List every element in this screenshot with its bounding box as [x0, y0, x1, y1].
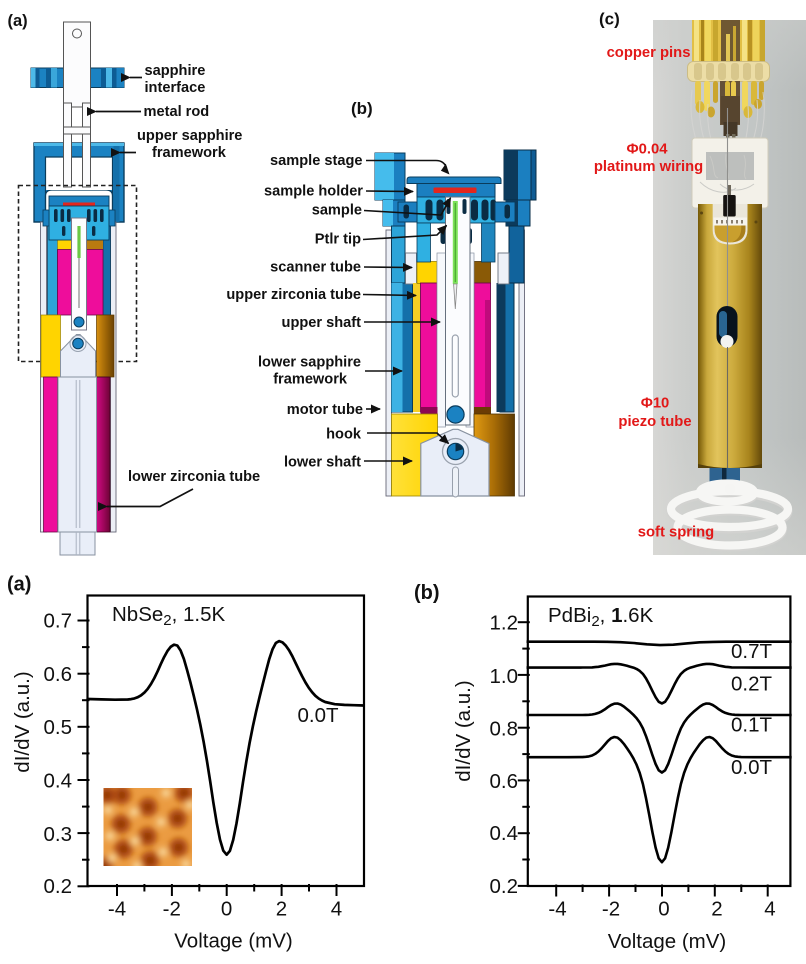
svg-text:platinum wiring: platinum wiring	[594, 159, 703, 175]
svg-text:motor tube: motor tube	[287, 402, 363, 418]
svg-text:framework: framework	[152, 145, 227, 161]
svg-text:0.2T: 0.2T	[731, 673, 772, 696]
svg-text:0: 0	[221, 898, 232, 921]
svg-text:0.4: 0.4	[490, 822, 519, 845]
svg-text:0.2: 0.2	[44, 875, 73, 898]
svg-text:4: 4	[764, 898, 775, 921]
svg-text:soft spring: soft spring	[638, 525, 714, 541]
svg-text:sample: sample	[312, 203, 362, 219]
svg-text:0.3: 0.3	[44, 823, 73, 846]
svg-text:upper sapphire: upper sapphire	[137, 128, 242, 144]
svg-text:-4: -4	[108, 898, 126, 921]
svg-text:NbSe2, 1.5K: NbSe2, 1.5K	[112, 603, 226, 629]
svg-text:2: 2	[276, 898, 287, 921]
svg-text:scanner tube: scanner tube	[270, 260, 361, 276]
svg-text:0.0T: 0.0T	[731, 756, 772, 779]
svg-text:Voltage (mV): Voltage (mV)	[174, 930, 293, 953]
svg-text:framework: framework	[273, 372, 348, 388]
svg-text:interface: interface	[145, 80, 206, 96]
svg-text:Φ10: Φ10	[641, 396, 670, 412]
svg-text:0.6: 0.6	[44, 663, 73, 686]
svg-text:lower shaft: lower shaft	[284, 455, 361, 471]
svg-text:(b): (b)	[414, 582, 440, 604]
svg-text:Φ0.04: Φ0.04	[627, 142, 669, 158]
svg-text:copper pins: copper pins	[607, 45, 691, 61]
svg-text:4: 4	[331, 898, 342, 921]
svg-text:upper shaft: upper shaft	[282, 315, 362, 331]
svg-text:(a): (a)	[7, 574, 31, 596]
svg-text:2: 2	[711, 898, 722, 921]
svg-text:-2: -2	[163, 898, 181, 921]
svg-text:0.7T: 0.7T	[731, 640, 772, 663]
svg-text:lower zirconia tube: lower zirconia tube	[128, 469, 260, 485]
svg-text:sample stage: sample stage	[270, 153, 362, 169]
svg-text:dI/dV (a.u.): dI/dV (a.u.)	[452, 680, 475, 781]
svg-text:1.0: 1.0	[490, 665, 519, 688]
svg-text:1.2: 1.2	[490, 611, 519, 634]
svg-text:hook: hook	[326, 427, 362, 443]
svg-text:0.7: 0.7	[44, 610, 73, 633]
svg-text:dI/dV (a.u.): dI/dV (a.u.)	[11, 671, 34, 772]
svg-text:0.8: 0.8	[490, 717, 519, 740]
svg-text:piezo tube: piezo tube	[618, 414, 691, 430]
svg-text:(c): (c)	[599, 10, 620, 29]
svg-text:-2: -2	[602, 898, 620, 921]
svg-text:0: 0	[658, 898, 669, 921]
svg-text:0.4: 0.4	[44, 770, 73, 793]
svg-text:-4: -4	[548, 898, 566, 921]
svg-text:metal rod: metal rod	[144, 104, 210, 120]
svg-text:PdBi2, 1.6K: PdBi2, 1.6K	[548, 604, 654, 630]
svg-text:0.2: 0.2	[490, 875, 519, 898]
svg-text:0.5: 0.5	[44, 716, 73, 739]
svg-text:lower sapphire: lower sapphire	[258, 355, 361, 371]
svg-text:(a): (a)	[8, 12, 28, 30]
svg-text:0.0T: 0.0T	[298, 704, 339, 727]
svg-text:Ptlr tip: Ptlr tip	[315, 232, 361, 248]
svg-text:sample holder: sample holder	[264, 184, 363, 200]
svg-text:Voltage (mV): Voltage (mV)	[608, 930, 727, 953]
svg-text:(b): (b)	[351, 99, 373, 118]
svg-text:upper zirconia tube: upper zirconia tube	[226, 287, 361, 303]
svg-text:0.6: 0.6	[490, 770, 519, 793]
svg-text:0.1T: 0.1T	[731, 714, 772, 737]
svg-text:sapphire: sapphire	[145, 63, 206, 79]
